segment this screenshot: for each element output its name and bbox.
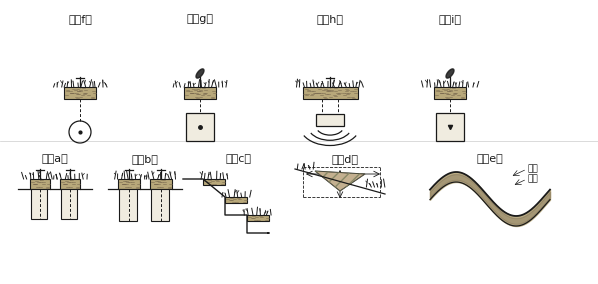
Bar bbox=[118, 179, 140, 189]
Text: 图（i）: 图（i） bbox=[438, 14, 462, 24]
Text: 图（g）: 图（g） bbox=[187, 14, 213, 24]
Text: 图（a）: 图（a） bbox=[42, 154, 68, 164]
Polygon shape bbox=[446, 69, 454, 78]
Bar bbox=[186, 113, 214, 141]
Bar bbox=[64, 87, 96, 99]
Bar bbox=[151, 189, 169, 221]
Text: 表土: 表土 bbox=[528, 164, 539, 174]
Text: 图（h）: 图（h） bbox=[316, 14, 343, 24]
Text: 图（d）: 图（d） bbox=[331, 154, 358, 164]
Bar bbox=[31, 189, 47, 219]
Text: 图（b）: 图（b） bbox=[132, 154, 158, 164]
Bar bbox=[434, 87, 466, 99]
Bar bbox=[61, 189, 77, 219]
Text: 图（e）: 图（e） bbox=[477, 154, 504, 164]
Bar bbox=[150, 179, 172, 189]
Bar bbox=[203, 179, 225, 185]
Bar bbox=[247, 215, 269, 221]
Bar bbox=[30, 179, 50, 189]
Bar bbox=[436, 113, 464, 141]
Bar bbox=[60, 179, 80, 189]
Bar bbox=[119, 189, 137, 221]
Polygon shape bbox=[196, 69, 204, 78]
Text: 图（c）: 图（c） bbox=[225, 154, 251, 164]
Text: 图（f）: 图（f） bbox=[68, 14, 92, 24]
Bar bbox=[303, 87, 358, 99]
Bar bbox=[225, 197, 247, 203]
Bar bbox=[316, 114, 344, 126]
Polygon shape bbox=[315, 171, 365, 191]
Text: 心土: 心土 bbox=[528, 174, 539, 183]
Bar bbox=[184, 87, 216, 99]
